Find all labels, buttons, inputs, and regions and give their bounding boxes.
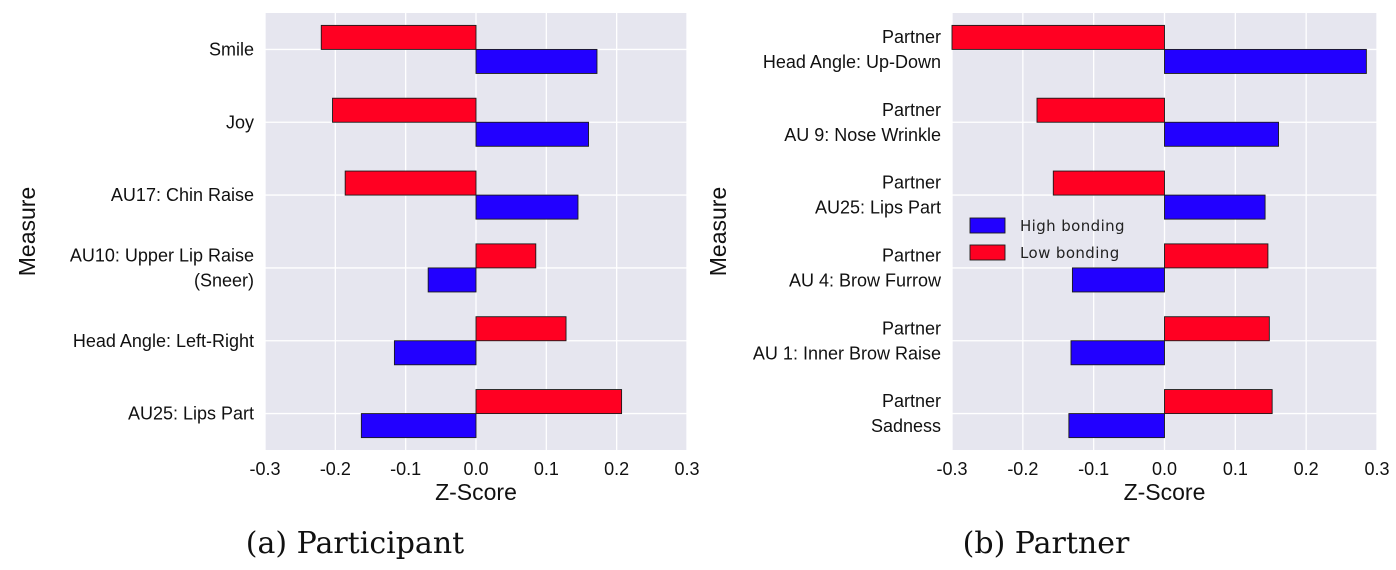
y-tick-label: AU 9: Nose Wrinkle	[784, 125, 941, 145]
subfigure-caption: (a) Participant	[246, 526, 464, 561]
y-tick-label: (Sneer)	[194, 270, 254, 290]
y-axis-label: Measure	[705, 187, 731, 276]
x-tick-label: 0.0	[463, 459, 488, 479]
bar-high-bonding	[360, 413, 477, 439]
bar-low-bonding	[951, 24, 1165, 50]
bar-high-bonding	[1164, 121, 1279, 147]
chart-partner: -0.3 -0.2 -0.1 0.0 0.1 0.2 0.3 Partner Head Angl…	[705, 13, 1390, 561]
x-tick-label: 0.3	[674, 459, 699, 479]
x-tick-label: 0.3	[1364, 459, 1389, 479]
y-tick-label: Partner	[882, 245, 941, 265]
bar-high-bonding	[1164, 48, 1367, 74]
y-tick-label: Partner	[882, 173, 941, 193]
x-axis-label: Z-Score	[1124, 479, 1206, 505]
x-tick-label: -0.1	[390, 459, 421, 479]
x-tick-label: 0.2	[1294, 459, 1319, 479]
y-tick-label: Head Angle: Up-Down	[763, 52, 941, 72]
bar-high-bonding	[1070, 340, 1165, 366]
x-tick-label: -0.3	[936, 459, 967, 479]
legend-label-high-bonding: High bonding	[1020, 217, 1125, 235]
bar-low-bonding	[320, 24, 477, 50]
bar-low-bonding	[344, 170, 477, 196]
y-tick-label: Smile	[209, 39, 254, 59]
x-tick-label: -0.3	[249, 459, 280, 479]
x-tick-label: -0.2	[320, 459, 351, 479]
x-tick-label: -0.2	[1007, 459, 1038, 479]
bar-low-bonding	[1164, 389, 1273, 415]
y-tick-label: AU 4: Brow Furrow	[789, 270, 942, 290]
bar-low-bonding	[1052, 170, 1165, 196]
y-tick-label: AU25: Lips Part	[815, 198, 941, 218]
x-tick-label: 0.0	[1152, 459, 1177, 479]
y-tick-label: Head Angle: Left-Right	[73, 331, 254, 351]
bar-low-bonding	[1164, 316, 1270, 342]
bar-high-bonding	[475, 48, 598, 74]
bar-high-bonding	[393, 340, 477, 366]
y-tick-label: Partner	[882, 27, 941, 47]
y-tick-label: Partner	[882, 318, 941, 338]
bar-high-bonding	[427, 267, 477, 293]
y-tick-label: Sadness	[871, 416, 941, 436]
x-tick-label: 0.1	[1223, 459, 1248, 479]
bar-low-bonding	[475, 389, 623, 415]
y-tick-label: AU10: Upper Lip Raise	[70, 245, 254, 265]
x-tick-label: 0.1	[534, 459, 559, 479]
x-axis-label: Z-Score	[435, 479, 517, 505]
y-tick-label: AU 1: Inner Brow Raise	[753, 343, 941, 363]
legend: High bonding Low bonding	[969, 217, 1125, 262]
legend-swatch-high-bonding	[969, 217, 1006, 234]
chart-participant: -0.3 -0.2 -0.1 0.0 0.1 0.2 0.3 Smile Joy AU17: Ch…	[14, 13, 700, 561]
y-tick-label: Joy	[226, 112, 254, 132]
x-tick-label: -0.1	[1078, 459, 1109, 479]
bar-low-bonding	[1036, 97, 1165, 123]
bar-low-bonding	[1164, 243, 1269, 269]
bar-high-bonding	[1164, 194, 1266, 220]
legend-swatch-low-bonding	[969, 244, 1006, 261]
y-tick-label: AU17: Chin Raise	[111, 185, 254, 205]
bar-high-bonding	[475, 121, 589, 147]
bar-low-bonding	[475, 243, 537, 269]
y-tick-label: Partner	[882, 391, 941, 411]
bar-high-bonding	[1068, 413, 1165, 439]
y-tick-label: Partner	[882, 100, 941, 120]
bar-low-bonding	[332, 97, 477, 123]
y-axis-label: Measure	[14, 187, 40, 276]
legend-label-low-bonding: Low bonding	[1020, 244, 1120, 262]
x-tick-label: 0.2	[604, 459, 629, 479]
bar-high-bonding	[475, 194, 579, 220]
y-tick-label: AU25: Lips Part	[128, 404, 254, 424]
bar-low-bonding	[475, 316, 567, 342]
subfigure-caption: (b) Partner	[963, 526, 1130, 561]
bar-high-bonding	[1071, 267, 1165, 293]
